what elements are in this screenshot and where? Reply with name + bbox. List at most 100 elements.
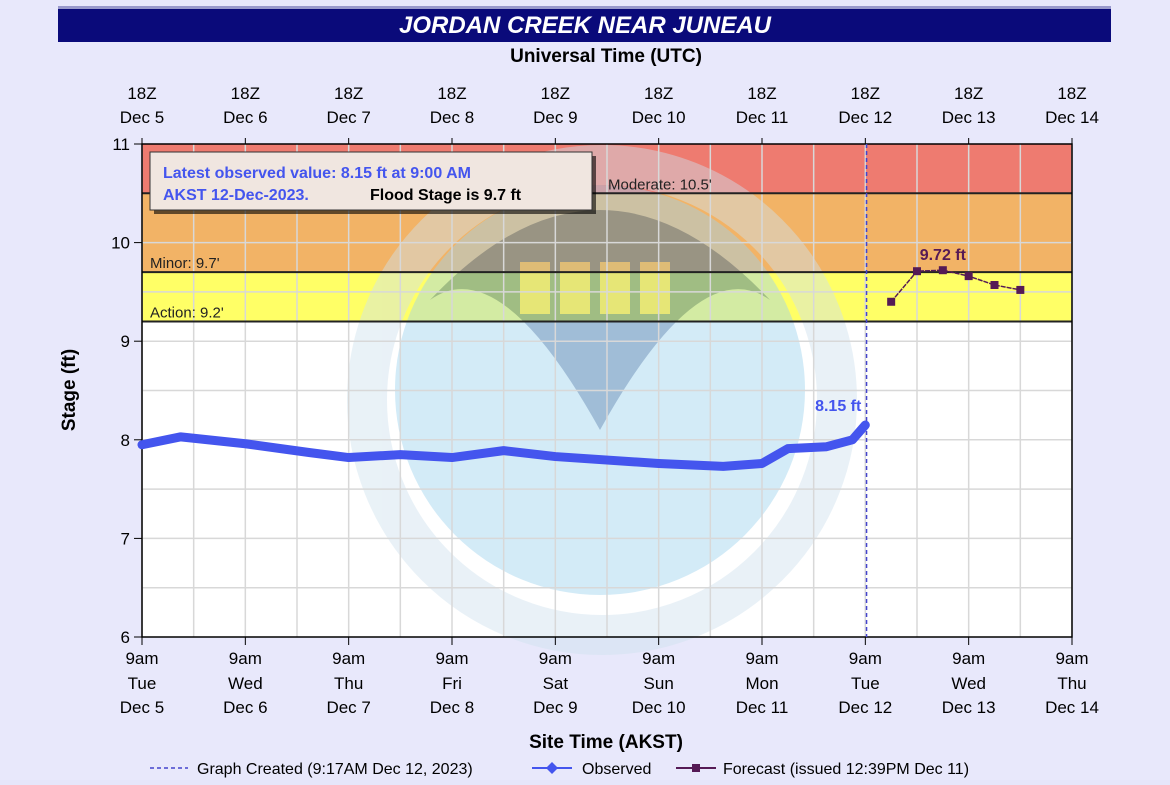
x-tick-day: Thu — [334, 674, 363, 693]
legend-forecast: Forecast (issued 12:39PM Dec 11) — [723, 761, 969, 778]
top-tick-date: Dec 5 — [120, 108, 164, 127]
x-tick-time: 9am — [1055, 649, 1088, 668]
band-label-2: Moderate: 10.5' — [608, 176, 712, 193]
x-tick-time: 9am — [539, 649, 572, 668]
legend-observed-diamond-icon — [546, 762, 558, 774]
top-tick-date: Dec 8 — [430, 108, 474, 127]
top-tick-time: 18Z — [437, 84, 466, 103]
top-tick-date: Dec 9 — [533, 108, 577, 127]
x-tick-day: Wed — [951, 674, 986, 693]
observed-point — [448, 453, 456, 462]
title-bar-highlight — [58, 6, 1111, 9]
observed-point — [176, 432, 185, 441]
forecast-peak-label: 9.72 ft — [920, 247, 967, 264]
forecast-point — [964, 272, 973, 281]
info-flood-stage: Flood Stage is 9.7 ft — [370, 187, 522, 204]
observed-point — [551, 452, 560, 461]
observed-point — [848, 435, 857, 444]
observed-point — [783, 444, 792, 453]
x-tick-day: Sat — [543, 674, 569, 693]
legend-observed: Observed — [582, 761, 651, 778]
observed-point — [654, 459, 663, 468]
watermark-letter-block — [600, 262, 630, 314]
top-axis-label: Universal Time (UTC) — [510, 46, 702, 67]
y-tick-label: 6 — [121, 628, 130, 647]
observed-point — [396, 450, 405, 459]
watermark-letter-block — [640, 262, 670, 314]
observed-point — [305, 448, 314, 457]
observed-point — [138, 440, 146, 449]
forecast-point — [1016, 285, 1025, 294]
forecast-point — [913, 267, 921, 276]
top-tick-time: 18Z — [644, 84, 673, 103]
y-tick-label: 11 — [112, 135, 130, 154]
x-tick-date: Dec 8 — [430, 698, 474, 717]
x-tick-time: 9am — [229, 649, 262, 668]
top-tick-time: 18Z — [851, 84, 880, 103]
x-tick-time: 9am — [849, 649, 882, 668]
x-tick-date: Dec 9 — [533, 698, 577, 717]
top-tick-date: Dec 10 — [632, 108, 686, 127]
watermark-letter-block — [520, 262, 550, 314]
observed-point — [241, 439, 250, 448]
forecast-point — [938, 266, 947, 275]
top-tick-date: Dec 12 — [838, 108, 892, 127]
x-tick-day: Wed — [228, 674, 263, 693]
x-tick-time: 9am — [332, 649, 365, 668]
y-tick-label: 7 — [121, 529, 130, 548]
observed-point — [344, 453, 353, 462]
title-bar — [58, 6, 1111, 42]
x-tick-date: Dec 13 — [942, 698, 996, 717]
observed-point — [861, 421, 870, 430]
info-date: AKST 12-Dec-2023. — [163, 187, 309, 204]
noaa-watermark — [347, 145, 857, 655]
legend-created: Graph Created (9:17AM Dec 12, 2023) — [197, 761, 473, 778]
band-label-0: Action: 9.2' — [150, 304, 224, 321]
x-tick-date: Dec 12 — [838, 698, 892, 717]
chart-title: JORDAN CREEK NEAR JUNEAU — [399, 12, 772, 39]
x-tick-time: 9am — [745, 649, 778, 668]
y-tick-label: 8 — [121, 431, 130, 450]
forecast-point — [887, 297, 896, 306]
observed-point — [719, 462, 728, 471]
x-tick-time: 9am — [952, 649, 985, 668]
observed-point — [822, 442, 831, 451]
info-box — [149, 151, 593, 211]
x-tick-day: Tue — [128, 674, 157, 693]
top-tick-time: 18Z — [954, 84, 983, 103]
top-tick-time: 18Z — [1057, 84, 1086, 103]
observed-value-label: 8.15 ft — [815, 398, 862, 415]
y-axis-label: Stage (ft) — [59, 349, 80, 431]
plot-border — [141, 143, 1073, 638]
top-tick-time: 18Z — [747, 84, 776, 103]
x-tick-date: Dec 10 — [632, 698, 686, 717]
x-tick-day: Mon — [745, 674, 778, 693]
top-tick-date: Dec 14 — [1045, 108, 1099, 127]
x-axis-label: Site Time (AKST) — [529, 732, 683, 753]
y-tick-label: 10 — [111, 234, 130, 253]
x-tick-day: Fri — [442, 674, 462, 693]
watermark-letter-block — [560, 262, 590, 314]
info-latest-line: Latest observed value: 8.15 ft at 9:00 A… — [163, 165, 471, 182]
legend-forecast-square-icon — [692, 764, 700, 772]
top-tick-date: Dec 7 — [326, 108, 370, 127]
top-tick-time: 18Z — [231, 84, 260, 103]
observed-point — [499, 446, 508, 455]
x-tick-date: Dec 11 — [736, 698, 789, 717]
forecast-line — [890, 269, 1021, 303]
x-tick-day: Tue — [851, 674, 880, 693]
x-tick-day: Thu — [1057, 674, 1086, 693]
x-tick-time: 9am — [435, 649, 468, 668]
observed-line — [137, 420, 870, 471]
observed-point — [758, 459, 766, 468]
x-tick-date: Dec 7 — [326, 698, 370, 717]
forecast-point — [990, 280, 999, 289]
top-tick-time: 18Z — [334, 84, 363, 103]
y-tick-label: 9 — [121, 332, 130, 351]
x-tick-date: Dec 14 — [1045, 698, 1099, 717]
x-tick-date: Dec 6 — [223, 698, 267, 717]
x-tick-day: Sun — [644, 674, 674, 693]
top-tick-date: Dec 13 — [942, 108, 996, 127]
